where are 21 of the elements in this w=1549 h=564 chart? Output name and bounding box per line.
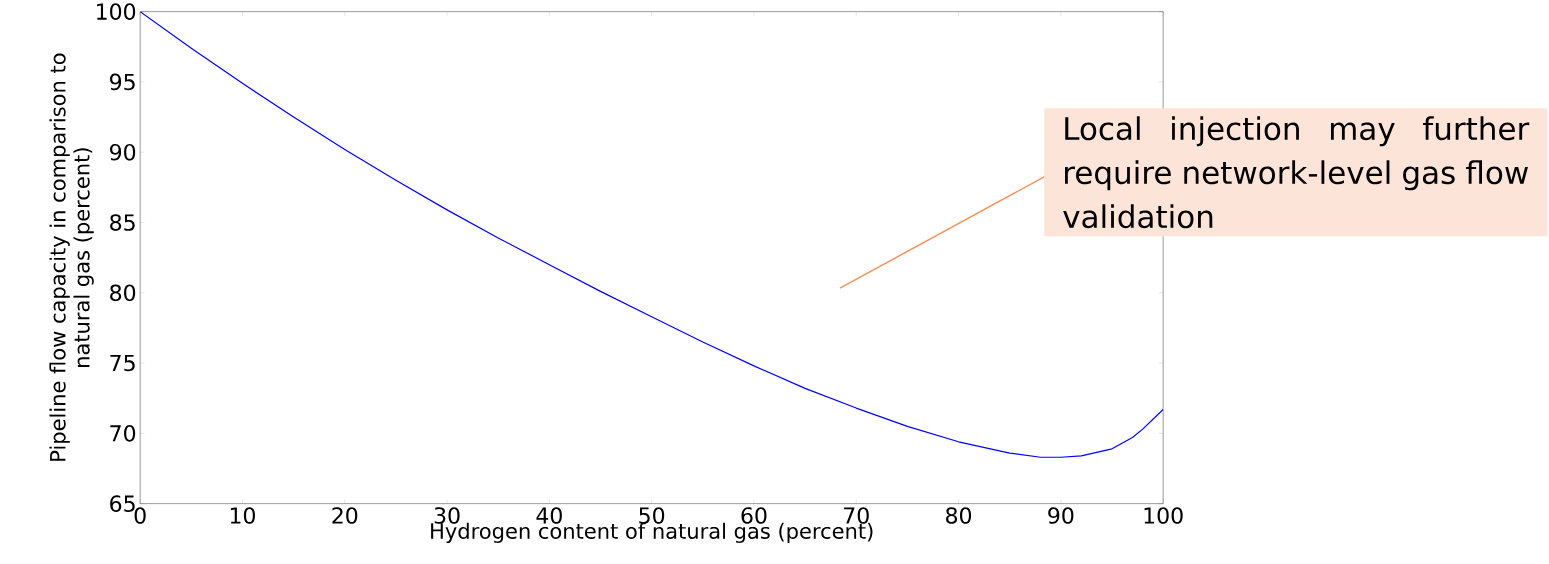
x-tick-label: 50 <box>639 507 665 524</box>
x-tick-label: 20 <box>332 507 358 524</box>
x-tick-label: 0 <box>134 507 146 524</box>
x-tick-label: 40 <box>536 507 562 524</box>
annotation: Local injection may further require network-level gas flow validation <box>1063 116 1530 229</box>
x-tick-label: 30 <box>434 507 460 524</box>
x-tick-label: 10 <box>230 507 255 524</box>
y-tick-label: 75 <box>110 354 135 372</box>
x-tick-label: 80 <box>946 507 972 524</box>
y-tick-label: 65 <box>110 495 135 512</box>
y-tick-label: 90 <box>110 143 136 161</box>
y-tick-label: 70 <box>110 425 136 442</box>
y-tick-label: 80 <box>110 284 136 302</box>
x-tick-label: 90 <box>1048 507 1074 524</box>
x-tick-label: 60 <box>741 507 767 524</box>
y-tick-label: 95 <box>110 73 135 91</box>
y-tick-label: 85 <box>110 214 135 231</box>
x-tick-label: 70 <box>844 507 869 524</box>
x-tick-label: 100 <box>1144 507 1183 524</box>
y-axis-title: Pipeline flow capacity in comparison to natural gas (percent) <box>49 53 94 461</box>
y-tick-label: 100 <box>97 3 136 20</box>
